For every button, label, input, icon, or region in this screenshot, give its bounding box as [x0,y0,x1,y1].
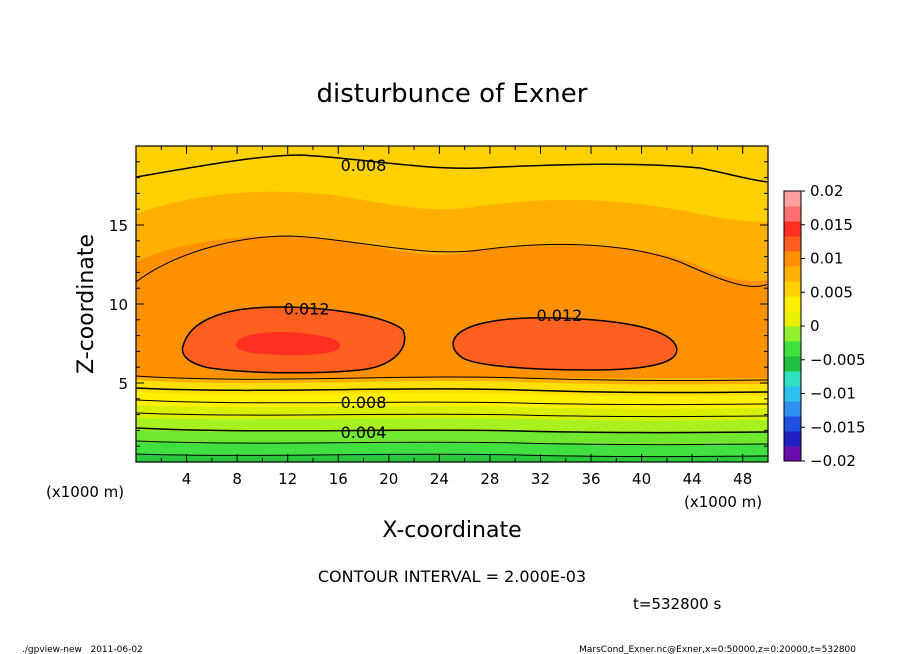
contour-label: 0.008 [341,156,387,175]
chart-title: disturbunce of Exner [317,79,588,109]
colorbar-segment [784,266,801,282]
x-tick-label: 48 [733,470,752,488]
contour-labels: 0.008 0.012 0.012 0.008 0.004 [284,156,583,442]
footer-left: ./gpview-new 2011-06-02 [22,645,143,654]
x-tick-label: 16 [329,470,348,488]
contour-line-b [136,387,768,394]
footer-right: MarsCond_Exner.nc@Exner,x=0:50000,z=0:20… [579,645,856,654]
y-axis: 5 10 15 [109,161,768,447]
colorbar-tick-label: −0.02 [810,452,856,470]
x-tick-label: 40 [632,470,651,488]
contour-label: 0.008 [341,393,387,412]
contour-label: 0.012 [537,306,583,325]
colorbar-tick-label: −0.01 [810,385,856,403]
colorbar-segment [784,221,801,237]
contour-line-g [136,453,768,458]
colorbar: 0.02 0.015 0.01 0.005 0 −0.005 −0.01 −0.015 −0.0… [783,182,866,470]
x-tick-label: 12 [278,470,297,488]
y-tick-label: 5 [118,375,128,393]
colorbar-tick-label: 0.02 [810,182,843,200]
colorbar-tick-label: −0.005 [810,351,866,369]
colorbar-tick-label: 0.01 [810,250,843,268]
colorbar-tick-label: 0.005 [810,283,853,301]
colorbar-segment [784,341,801,357]
colorbar-segment [784,446,801,462]
fill-cell-left-core [236,332,341,356]
colorbar-segment [784,386,801,402]
colorbar-segment [784,371,801,387]
contour-interval-text: CONTOUR INTERVAL = 2.000E-03 [318,567,586,586]
contour-line-f [136,440,768,446]
x-axis-label: X-coordinate [382,518,521,543]
colorbar-segment [784,296,801,312]
contour-line-c [136,399,768,406]
colorbar-segment [784,206,801,222]
x-tick-label: 4 [182,470,192,488]
x-tick-label: 8 [232,470,242,488]
contour-line-mid [136,235,768,288]
x-tick-label: 24 [430,470,449,488]
contour-line-e [136,427,768,434]
y-tick-label: 10 [109,296,128,314]
x-unit-label-left: (x1000 m) [46,483,124,501]
x-unit-label-right: (x1000 m) [684,493,762,511]
colorbar-segment [784,251,801,267]
fill-band-0.001 [136,454,768,462]
contour-label: 0.004 [341,423,387,442]
colorbar-segment [784,326,801,342]
colorbar-segment [784,236,801,252]
colorbar-segment [784,281,801,297]
colorbar-tick-label: −0.015 [810,418,866,436]
y-axis-label: Z-coordinate [74,234,99,374]
fill-cell-right [452,316,678,371]
x-tick-label: 36 [581,470,600,488]
colorbar-tick-label: 0 [810,317,820,335]
x-axis: 4 8 12 16 20 24 28 32 36 40 44 48 [160,146,752,488]
contour-line-top [136,154,768,183]
time-label: t=532800 s [633,595,721,613]
contour-line-d [136,412,768,418]
contour-label: 0.012 [284,300,330,319]
colorbar-segment [784,311,801,327]
colorbar-segment [784,416,801,432]
colorbar-segment [784,401,801,417]
colorbar-tick-label: 0.015 [810,216,853,234]
colorbar-segment [784,191,801,207]
contour-field [136,146,768,462]
y-tick-label: 15 [109,217,128,235]
x-tick-label: 20 [379,470,398,488]
x-tick-label: 32 [531,470,550,488]
x-tick-label: 44 [683,470,702,488]
colorbar-segment [784,356,801,372]
colorbar-segment [784,431,801,447]
contour-line-a [136,375,768,381]
x-tick-label: 28 [480,470,499,488]
